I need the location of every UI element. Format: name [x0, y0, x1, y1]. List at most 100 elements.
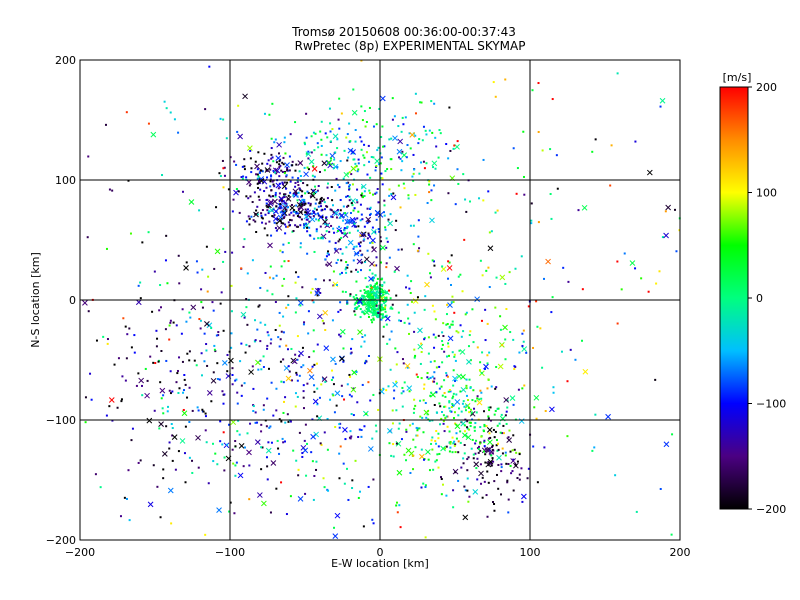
scatter-point	[265, 202, 268, 205]
scatter-point	[391, 118, 394, 121]
scatter-point	[499, 315, 502, 318]
scatter-point	[593, 446, 596, 449]
scatter-point	[522, 340, 525, 343]
scatter-point	[294, 311, 297, 314]
scatter-point	[378, 163, 381, 166]
scatter-point	[448, 430, 451, 433]
scatter-point	[278, 166, 281, 169]
scatter-point	[482, 158, 485, 161]
scatter-point	[415, 373, 418, 376]
scatter-point	[371, 272, 374, 275]
scatter-point	[408, 332, 411, 335]
scatter-point	[423, 458, 426, 461]
cross-point	[282, 205, 288, 211]
scatter-point	[388, 194, 391, 197]
scatter-point	[379, 307, 382, 310]
scatter-point	[312, 329, 315, 332]
scatter-point	[279, 207, 282, 210]
scatter-point	[361, 295, 364, 298]
scatter-point	[377, 408, 380, 411]
scatter-point	[160, 397, 163, 400]
scatter-point	[313, 210, 316, 213]
scatter-point	[292, 210, 295, 213]
scatter-point	[352, 414, 355, 417]
scatter-point	[441, 331, 444, 334]
scatter-point	[250, 171, 253, 174]
scatter-point	[369, 212, 372, 215]
scatter-point	[147, 122, 150, 125]
scatter-point	[352, 259, 355, 262]
scatter-point	[297, 191, 300, 194]
scatter-point	[300, 366, 303, 369]
scatter-point	[316, 142, 319, 145]
scatter-point	[359, 249, 362, 252]
scatter-point	[331, 393, 334, 396]
scatter-point	[339, 199, 342, 202]
scatter-point	[322, 198, 325, 201]
scatter-point	[201, 268, 204, 271]
scatter-point	[299, 224, 302, 227]
scatter-point	[419, 362, 422, 365]
scatter-point	[262, 408, 265, 411]
scatter-point	[512, 434, 515, 437]
scatter-point	[377, 304, 380, 307]
cross-point	[545, 258, 551, 265]
scatter-point	[188, 311, 191, 314]
scatter-point	[295, 373, 298, 376]
cross-point	[496, 454, 502, 461]
scatter-point	[379, 247, 382, 250]
scatter-point	[391, 422, 394, 425]
scatter-point	[471, 399, 474, 402]
scatter-point	[280, 380, 283, 383]
scatter-point	[551, 98, 554, 101]
scatter-point	[487, 415, 490, 418]
scatter-point	[258, 198, 261, 201]
scatter-point	[352, 152, 355, 155]
scatter-point	[450, 323, 453, 326]
scatter-point	[445, 323, 448, 326]
scatter-point	[264, 271, 267, 274]
scatter-point	[480, 482, 483, 485]
scatter-point	[380, 304, 383, 307]
scatter-point	[383, 199, 386, 202]
scatter-point	[185, 320, 188, 323]
cross-point	[303, 213, 310, 220]
scatter-point	[296, 358, 299, 361]
scatter-point	[507, 463, 510, 466]
scatter-point	[461, 290, 464, 293]
scatter-point	[304, 202, 307, 205]
scatter-point	[375, 164, 378, 167]
scatter-point	[295, 163, 298, 166]
scatter-point	[448, 441, 451, 444]
scatter-point	[386, 168, 389, 171]
scatter-point	[284, 232, 287, 235]
scatter-point	[351, 204, 354, 207]
scatter-point	[395, 219, 398, 222]
scatter-point	[242, 175, 245, 178]
scatter-point	[505, 422, 508, 425]
scatter-point	[495, 439, 498, 442]
scatter-point	[281, 170, 284, 173]
scatter-point	[518, 478, 521, 481]
scatter-point	[338, 333, 341, 336]
scatter-point	[424, 295, 427, 298]
scatter-point	[338, 452, 341, 455]
scatter-point	[285, 306, 288, 309]
scatter-point	[154, 362, 157, 365]
scatter-point	[385, 299, 388, 302]
scatter-point	[130, 346, 133, 349]
cross-point	[297, 496, 304, 502]
scatter-point	[476, 457, 479, 460]
cross-point	[303, 171, 309, 178]
scatter-point	[305, 136, 308, 139]
scatter-point	[426, 201, 429, 204]
scatter-point	[286, 348, 289, 351]
scatter-point	[459, 324, 462, 327]
scatter-point	[395, 363, 398, 366]
scatter-point	[233, 512, 236, 515]
scatter-point	[453, 444, 456, 447]
scatter-point	[504, 78, 507, 81]
x-tick-label: 100	[520, 546, 541, 559]
scatter-point	[380, 261, 383, 264]
cross-point	[316, 313, 323, 320]
